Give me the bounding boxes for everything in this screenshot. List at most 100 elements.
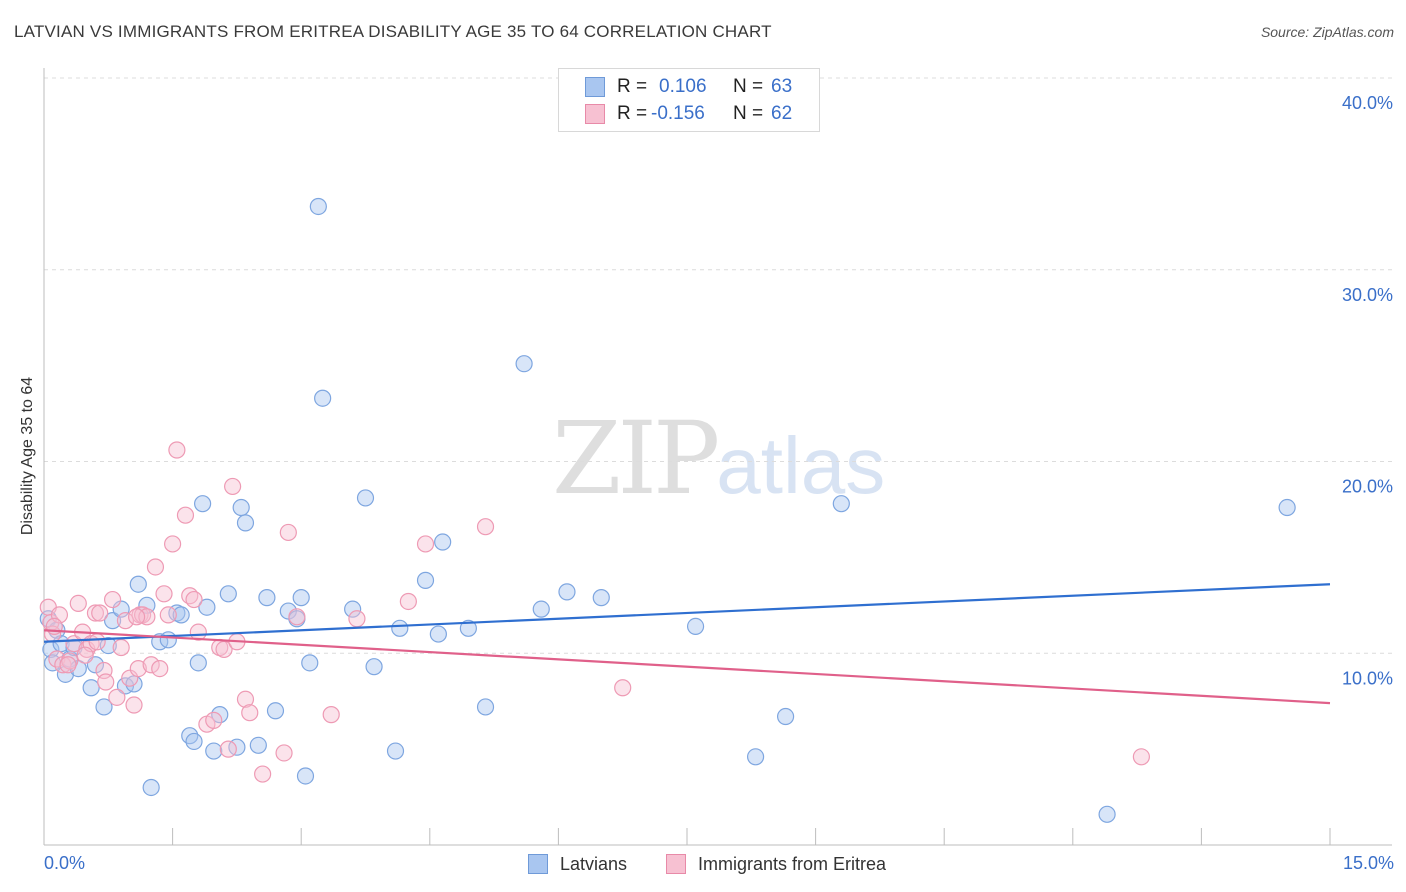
data-point-latvians	[558, 583, 576, 601]
legend-label-latvians: Latvians	[560, 853, 628, 874]
data-point-eritrea	[59, 656, 77, 674]
data-point-eritrea	[86, 604, 105, 622]
data-point-eritrea	[224, 477, 242, 496]
legend-n-value: 62	[771, 103, 793, 124]
data-point-latvians	[142, 778, 160, 797]
data-point-eritrea	[164, 535, 182, 553]
data-point-eritrea	[189, 623, 207, 641]
data-point-eritrea	[614, 679, 632, 697]
data-point-latvians	[129, 575, 147, 593]
data-point-eritrea	[91, 604, 109, 622]
legend-r-value: 0.106	[659, 76, 707, 97]
data-point-eritrea	[254, 765, 272, 783]
trend-line-eritrea	[43, 629, 1331, 705]
data-point-eritrea	[112, 638, 130, 657]
data-point-eritrea	[125, 696, 143, 714]
legend-label-eritrea: Immigrants from Eritrea	[698, 853, 887, 874]
data-point-latvians	[476, 698, 495, 716]
chart-title: LATVIAN VS IMMIGRANTS FROM ERITREA DISAB…	[14, 22, 772, 41]
data-point-eritrea	[288, 608, 306, 626]
legend-row-eritrea: R = -0.156 N = 62	[585, 102, 815, 126]
data-point-latvians	[99, 636, 117, 655]
data-point-eritrea	[88, 633, 106, 651]
data-point-latvians	[103, 612, 122, 630]
data-point-latvians	[515, 355, 533, 373]
data-point-eritrea	[159, 606, 177, 624]
legend-r-label: R =	[617, 103, 648, 124]
y-axis-label: Disability Age 35 to 64	[19, 376, 36, 536]
watermark-atlas: atlas	[716, 421, 886, 510]
data-point-latvians	[205, 742, 223, 760]
data-point-latvians	[185, 732, 203, 751]
watermark: ZIPatlas	[552, 400, 885, 517]
legend-swatch-latvians	[528, 854, 548, 874]
data-point-latvians	[159, 631, 177, 649]
data-point-eritrea	[103, 590, 122, 609]
data-point-latvians	[266, 702, 285, 720]
data-point-latvians	[219, 585, 237, 603]
data-point-latvians	[1278, 498, 1296, 517]
data-point-latvians	[232, 498, 250, 517]
data-point-latvians	[776, 707, 795, 726]
data-point-eritrea	[322, 706, 340, 724]
data-point-latvians	[832, 495, 850, 513]
data-point-latvians	[301, 654, 319, 672]
trend-line-latvians	[43, 583, 1331, 643]
data-point-latvians	[386, 742, 405, 760]
data-point-latvians	[686, 617, 705, 636]
data-point-latvians	[309, 197, 327, 216]
legend-n-label: N =	[733, 76, 764, 97]
legend-swatch-eritrea	[666, 854, 686, 874]
data-point-latvians	[365, 658, 383, 676]
data-point-latvians	[95, 698, 113, 716]
legend-swatch-eritrea	[585, 104, 605, 124]
data-point-eritrea	[155, 585, 173, 603]
source-label: Source: ZipAtlas.com	[1260, 24, 1394, 40]
data-point-latvians	[236, 514, 255, 532]
data-point-eritrea	[108, 688, 126, 706]
data-point-latvians	[172, 606, 190, 624]
data-point-latvians	[82, 679, 100, 697]
data-point-latvians	[434, 533, 452, 551]
data-point-latvians	[746, 748, 765, 766]
data-point-latvians	[532, 600, 550, 618]
data-point-eritrea	[127, 608, 146, 626]
watermark-zip: ZIP	[552, 400, 720, 517]
data-point-eritrea	[205, 711, 223, 729]
data-point-eritrea	[97, 673, 115, 691]
data-point-eritrea	[236, 690, 255, 708]
data-point-eritrea	[129, 659, 147, 678]
y-tick-label: 20.0%	[1342, 477, 1393, 497]
data-point-eritrea	[142, 656, 160, 674]
data-point-eritrea	[399, 592, 417, 611]
data-point-eritrea	[121, 669, 139, 687]
legend-swatch-latvians	[585, 77, 605, 97]
data-point-eritrea	[348, 610, 366, 628]
data-point-latvians	[258, 589, 276, 607]
data-point-eritrea	[219, 740, 237, 758]
data-point-latvians	[459, 619, 477, 637]
data-point-eritrea	[168, 441, 186, 459]
x-tick-label-max: 15.0%	[1342, 853, 1394, 873]
legend-r-value: -0.156	[651, 103, 705, 124]
data-point-latvians	[292, 589, 310, 607]
legend-row-latvians: R = 0.106 N = 63	[585, 75, 815, 99]
data-point-latvians	[314, 389, 332, 407]
data-point-latvians	[296, 767, 315, 785]
legend-r-label: R =	[617, 76, 648, 97]
data-point-eritrea	[185, 590, 203, 609]
data-point-eritrea	[151, 659, 169, 678]
data-point-eritrea	[176, 506, 195, 524]
data-point-latvians	[198, 598, 216, 616]
data-point-latvians	[194, 495, 212, 513]
data-point-eritrea	[476, 518, 495, 536]
data-point-eritrea	[69, 594, 87, 612]
data-point-eritrea	[116, 612, 135, 630]
data-point-latvians	[1098, 805, 1116, 823]
y-tick-label: 10.0%	[1342, 668, 1393, 688]
legend-n-value: 63	[771, 76, 793, 97]
data-point-latvians	[189, 654, 207, 672]
data-point-eritrea	[146, 558, 165, 576]
y-tick-label: 40.0%	[1342, 93, 1393, 113]
